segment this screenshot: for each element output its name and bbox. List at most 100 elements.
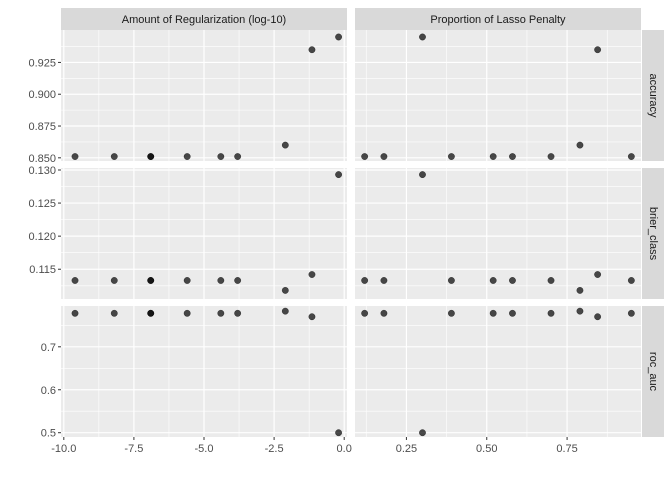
panel-background xyxy=(355,168,641,299)
data-point xyxy=(217,277,225,284)
y-tick-label: 0.875 xyxy=(28,121,56,133)
panel-brier_class-2 xyxy=(355,168,641,299)
data-point xyxy=(147,277,155,284)
data-point xyxy=(576,286,584,294)
data-point xyxy=(110,309,118,317)
data-point xyxy=(335,429,342,437)
data-point xyxy=(380,309,388,317)
data-point xyxy=(547,277,555,284)
data-point xyxy=(627,153,635,160)
data-point xyxy=(489,309,497,317)
data-point xyxy=(281,307,289,315)
data-point xyxy=(335,33,342,41)
data-point xyxy=(576,141,584,149)
data-point xyxy=(380,277,388,284)
data-point xyxy=(71,309,79,317)
facet-strip-col-2: Proportion of Lasso Penalty xyxy=(355,8,641,30)
y-tick-label: 0.125 xyxy=(28,198,56,210)
data-point xyxy=(448,153,455,160)
data-point xyxy=(361,153,369,160)
data-point xyxy=(594,271,602,278)
data-point xyxy=(147,153,155,160)
y-tick-label: 0.130 xyxy=(28,165,56,177)
x-tick-label: 0.75 xyxy=(556,443,577,455)
data-point xyxy=(489,153,497,160)
data-point xyxy=(110,153,118,160)
panel-background xyxy=(355,30,641,161)
data-point xyxy=(547,309,555,317)
data-point xyxy=(419,33,426,41)
facet-col-label: Proportion of Lasso Penalty xyxy=(430,14,566,26)
y-tick-label: 0.850 xyxy=(28,153,56,165)
data-point xyxy=(183,309,191,317)
data-point xyxy=(594,313,602,321)
data-point xyxy=(509,153,516,160)
data-point xyxy=(217,309,225,317)
panel-roc_auc-1 xyxy=(61,306,347,437)
y-tick-label: 0.120 xyxy=(28,231,56,243)
facet-strip-bg xyxy=(642,168,664,299)
data-point xyxy=(576,307,584,315)
facet-strip-row-1: accuracy xyxy=(642,30,664,161)
data-point xyxy=(71,277,79,284)
y-tick-label: 0.6 xyxy=(41,385,56,397)
panel-roc_auc-2 xyxy=(355,306,641,437)
y-tick-label: 0.900 xyxy=(28,89,56,101)
data-point xyxy=(234,277,242,284)
data-point xyxy=(308,271,316,278)
data-point xyxy=(183,277,191,284)
panel-accuracy-2 xyxy=(355,30,641,161)
x-tick-label: -5.0 xyxy=(195,443,214,455)
facet-row-label: brier_class xyxy=(647,207,659,261)
y-tick-label: 0.7 xyxy=(41,342,56,354)
facet-strip-bg xyxy=(642,306,664,437)
x-tick-label: -2.5 xyxy=(265,443,284,455)
facet-strip-row-3: roc_auc xyxy=(642,306,664,437)
facet-strip-col-1: Amount of Regularization (log-10) xyxy=(61,8,347,30)
data-point xyxy=(419,429,426,437)
data-point xyxy=(627,309,635,317)
data-point xyxy=(594,46,602,54)
facet-strip-row-2: brier_class xyxy=(642,168,664,299)
data-point xyxy=(419,171,426,179)
data-point xyxy=(509,277,516,284)
data-point xyxy=(380,153,388,160)
x-tick-label: 0.0 xyxy=(337,443,352,455)
data-point xyxy=(183,153,191,160)
data-point xyxy=(71,153,79,160)
panel-brier_class-1 xyxy=(61,168,347,299)
data-point xyxy=(361,277,369,284)
data-point xyxy=(489,277,497,284)
data-point xyxy=(234,309,242,317)
facet-row-label: roc_auc xyxy=(647,352,659,392)
data-point xyxy=(234,153,242,160)
facet-col-label: Amount of Regularization (log-10) xyxy=(122,14,286,26)
data-point xyxy=(335,171,342,179)
data-point xyxy=(217,153,225,160)
data-point xyxy=(308,313,316,321)
facet-strip-bg xyxy=(61,8,347,30)
facet-strip-bg xyxy=(355,8,641,30)
x-tick-label: -10.0 xyxy=(51,443,76,455)
panel-background xyxy=(355,306,641,437)
panel-accuracy-1 xyxy=(61,30,347,161)
facet-strip-bg xyxy=(642,30,664,161)
data-point xyxy=(361,309,369,317)
y-tick-label: 0.925 xyxy=(28,57,56,69)
data-point xyxy=(281,286,289,294)
y-tick-label: 0.5 xyxy=(41,428,56,440)
data-point xyxy=(627,277,635,284)
x-tick-label: -7.5 xyxy=(124,443,143,455)
x-tick-label: 0.50 xyxy=(476,443,497,455)
data-point xyxy=(448,277,455,284)
data-point xyxy=(547,153,555,160)
data-point xyxy=(281,141,289,149)
data-point xyxy=(448,309,455,317)
data-point xyxy=(308,46,316,54)
x-tick-label: 0.25 xyxy=(396,443,417,455)
data-point xyxy=(509,309,516,317)
data-point xyxy=(147,309,155,317)
data-point xyxy=(110,277,118,284)
facet-row-label: accuracy xyxy=(647,73,659,118)
